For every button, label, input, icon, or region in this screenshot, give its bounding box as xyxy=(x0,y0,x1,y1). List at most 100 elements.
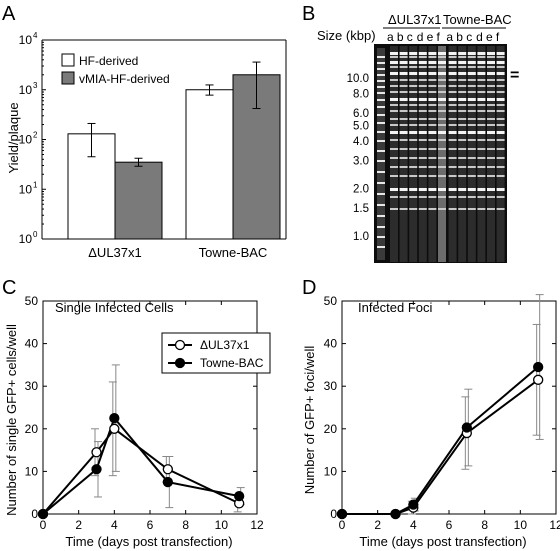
gel-band xyxy=(487,61,495,64)
gel-band xyxy=(487,91,495,93)
gel-band xyxy=(409,148,418,150)
x-tick-label: 4 xyxy=(410,518,417,532)
gel-band xyxy=(458,66,467,68)
gel-band xyxy=(487,196,495,198)
gel-band xyxy=(390,79,398,81)
gel-band xyxy=(399,175,408,177)
gel-band xyxy=(496,110,505,112)
gel-band xyxy=(467,72,476,75)
gel-band xyxy=(418,188,427,191)
gel-band xyxy=(477,131,486,134)
gel-band xyxy=(477,104,486,106)
gel-band xyxy=(418,56,427,58)
gel-band xyxy=(448,139,457,141)
gel-band xyxy=(409,56,418,58)
gel-ladder-band xyxy=(377,193,385,195)
gel-band xyxy=(409,110,418,112)
gel-band xyxy=(496,148,505,150)
gel-band xyxy=(467,148,476,150)
gel-band xyxy=(487,52,495,55)
gel-band xyxy=(438,66,446,68)
gel-ladder-band xyxy=(377,106,385,108)
gel-band xyxy=(458,118,467,120)
gel-band xyxy=(390,139,398,141)
gel-band xyxy=(467,208,476,210)
gel-band xyxy=(390,110,398,112)
gel-band xyxy=(458,52,467,55)
gel-band xyxy=(409,175,418,177)
panel-a-y-tick-label: 10 xyxy=(19,182,33,196)
gel-ladder-band xyxy=(377,74,385,76)
gel-band xyxy=(399,139,408,141)
gel-band xyxy=(428,196,437,198)
data-point xyxy=(37,508,49,520)
gel-band xyxy=(477,175,486,177)
gel-ladder-band xyxy=(377,62,385,64)
y-tick-label: 20 xyxy=(324,422,338,436)
gel-band xyxy=(477,79,486,81)
gel-band xyxy=(399,61,408,64)
gel-band xyxy=(399,148,408,150)
gel-band xyxy=(418,166,427,168)
gel-band xyxy=(496,104,505,106)
gel-ladder-band xyxy=(377,182,385,184)
gel-band xyxy=(448,124,457,126)
gel-band xyxy=(496,131,505,134)
gel-lane-smear xyxy=(418,46,427,262)
gel-band xyxy=(467,118,476,120)
gel-band xyxy=(399,79,408,81)
gel-annotation-mark: = xyxy=(510,67,519,84)
gel-band xyxy=(438,118,446,120)
gel-band xyxy=(458,98,467,101)
gel-band xyxy=(438,148,446,150)
gel-band xyxy=(487,56,495,58)
gel-band xyxy=(448,98,457,101)
gel-band xyxy=(399,56,408,58)
gel-band xyxy=(467,157,476,159)
gel-ladder-band xyxy=(377,150,385,152)
x-tick-label: 0 xyxy=(40,518,47,532)
gel-lane-smear xyxy=(477,46,486,262)
gel-band xyxy=(496,208,505,210)
gel-band xyxy=(477,157,486,159)
gel-band xyxy=(458,148,467,150)
panel-d-chart: Number of GFP+ foci/well Time (days post… xyxy=(302,294,560,549)
gel-band xyxy=(477,85,486,87)
x-tick-label: 12 xyxy=(549,518,560,532)
gel-band xyxy=(438,124,446,126)
gel-ladder-band xyxy=(377,99,385,101)
gel-ladder-band xyxy=(377,114,385,116)
panel-a-category-label: ΔUL37x1 xyxy=(88,245,142,260)
gel-band xyxy=(438,61,446,64)
gel-band xyxy=(458,72,467,75)
x-tick-label: 0 xyxy=(339,518,346,532)
gel-band xyxy=(448,85,457,87)
gel-band xyxy=(390,61,398,64)
gel-band xyxy=(467,196,476,198)
gel-band xyxy=(496,188,505,191)
gel-band xyxy=(438,196,446,198)
gel-band xyxy=(409,208,418,210)
panel-a-legend-label: HF-derived xyxy=(79,54,138,68)
gel-band xyxy=(448,72,457,75)
gel-band xyxy=(399,131,408,134)
gel-marker-label: 1.0 xyxy=(353,231,369,243)
gel-band xyxy=(418,139,427,141)
gel-band xyxy=(487,188,495,191)
panel-c-xlabel: Time (days post transfection) xyxy=(65,534,232,549)
gel-band xyxy=(409,91,418,93)
data-point xyxy=(109,423,120,434)
gel-band xyxy=(467,66,476,68)
gel-band xyxy=(409,118,418,120)
gel-band xyxy=(448,148,457,150)
gel-band xyxy=(477,188,486,191)
gel-band xyxy=(458,85,467,87)
gel-lane-letter: b xyxy=(397,30,404,44)
gel-lane-letter: c xyxy=(407,30,413,44)
gel-band xyxy=(399,188,408,191)
gel-band xyxy=(428,188,437,191)
gel-ladder-band xyxy=(377,246,385,248)
y-tick-label: 10 xyxy=(25,464,39,478)
gel-lane-letter: d xyxy=(476,30,483,44)
gel-band xyxy=(438,52,446,55)
